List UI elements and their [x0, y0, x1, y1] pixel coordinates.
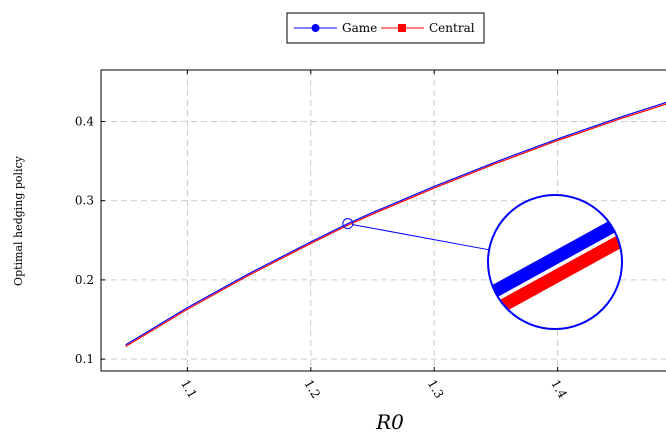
y-tick-label: 0.1: [75, 352, 94, 366]
legend-central-label: Central: [429, 21, 475, 35]
x-tick-label: 1.3: [425, 377, 447, 401]
legend-central-marker: [398, 24, 406, 32]
zoom-line-game: [488, 208, 622, 308]
x-tick-label: 1.1: [178, 377, 200, 401]
legend-game-label: Game: [342, 21, 377, 35]
x-axis-label: R0: [375, 410, 404, 434]
y-tick-label: 0.2: [75, 273, 94, 287]
y-axis-label: Optimal hedging policy: [12, 155, 25, 286]
zoom-connector: [352, 224, 490, 251]
legend-game-marker: [311, 24, 320, 32]
x-tick-label: 1.2: [301, 377, 323, 401]
series-line-game: [125, 101, 666, 346]
y-tick-label: 0.3: [75, 194, 94, 208]
zoom-source-circle: [342, 218, 354, 230]
series: [125, 101, 666, 347]
legend: Game Central: [286, 12, 485, 44]
series-line-central: [125, 103, 666, 347]
plot-frame: [100, 69, 666, 372]
y-tick-label: 0.4: [75, 114, 94, 128]
zoom-lens-border: [487, 194, 623, 330]
zoom-annotation: [342, 194, 623, 330]
x-tick-label: 1.4: [548, 377, 570, 401]
